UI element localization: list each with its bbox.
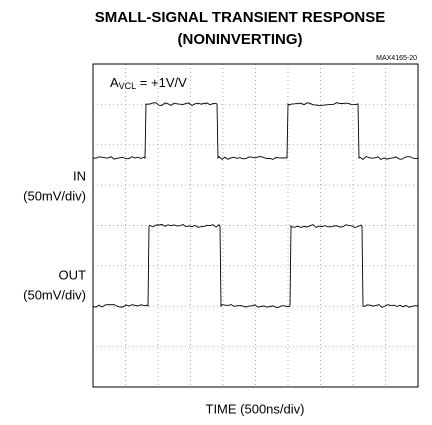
chart-title: (NONINVERTING): [178, 31, 303, 48]
channel-scale: (50mV/div): [23, 287, 86, 302]
annotation: AVCL = +1V/V: [110, 75, 187, 91]
figure-id: MAX4165-20: [376, 55, 417, 62]
waveform: [92, 223, 419, 308]
waveform: [92, 102, 419, 161]
channel-scale: (50mV/div): [23, 188, 86, 203]
channel-name: OUT: [59, 267, 87, 282]
chart-title: SMALL-SIGNAL TRANSIENT RESPONSE: [95, 9, 386, 26]
annotation-rest: = +1V/V: [136, 75, 187, 90]
grid: [93, 64, 418, 387]
channel-name: IN: [73, 168, 86, 183]
annotation-sub: VCL: [119, 81, 137, 91]
plot-frame: [92, 63, 419, 388]
annotation-main: A: [110, 75, 119, 90]
x-axis-label: TIME (500ns/div): [206, 401, 305, 416]
